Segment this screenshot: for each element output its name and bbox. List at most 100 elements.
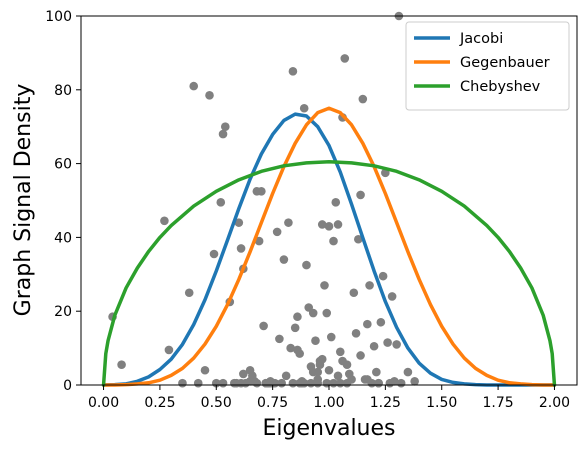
scatter-point bbox=[340, 54, 350, 63]
scatter-point bbox=[369, 341, 379, 351]
x-tick-label: 2.00 bbox=[539, 395, 570, 411]
x-axis-title: Eigenvalues bbox=[262, 416, 395, 441]
x-tick-label: 1.50 bbox=[426, 395, 457, 411]
scatter-point bbox=[164, 345, 174, 355]
scatter-point bbox=[184, 288, 194, 298]
scatter-point bbox=[326, 332, 336, 342]
scatter-point bbox=[281, 371, 291, 381]
y-axis-title: Graph Signal Density bbox=[11, 84, 36, 317]
y-tick-label: 80 bbox=[54, 83, 72, 99]
scatter-point bbox=[293, 312, 302, 322]
scatter-point bbox=[410, 377, 419, 386]
x-tick-label: 0.50 bbox=[201, 395, 232, 411]
x-axis: 0.00 0.25 0.50 0.75 1.00 1.25 1.50 1.75 2.00 bbox=[88, 385, 570, 411]
scatter-point bbox=[390, 377, 399, 386]
scatter-point bbox=[308, 308, 318, 318]
scatter-point bbox=[272, 227, 282, 237]
x-tick-label: 0.25 bbox=[144, 395, 175, 411]
scatter-point bbox=[286, 343, 295, 353]
scatter-point bbox=[333, 220, 343, 229]
scatter-point bbox=[234, 218, 244, 227]
scatter-point bbox=[288, 67, 298, 76]
scatter-point bbox=[117, 360, 126, 370]
legend-label-jacobi: Jacobi bbox=[459, 31, 503, 47]
series-line-chebyshev bbox=[101, 160, 557, 387]
scatter-point bbox=[205, 91, 214, 100]
y-tick-label: 0 bbox=[63, 378, 72, 394]
scatter-point bbox=[263, 378, 273, 388]
x-tick-label: 1.75 bbox=[483, 395, 514, 411]
scatter-point bbox=[403, 367, 413, 377]
scatter-point bbox=[257, 186, 266, 196]
scatter-point bbox=[317, 220, 327, 229]
y-tick-label: 60 bbox=[54, 157, 72, 173]
scatter-point bbox=[245, 377, 255, 386]
scatter-point bbox=[365, 281, 374, 290]
scatter-point bbox=[324, 222, 334, 231]
scatter-point bbox=[335, 378, 345, 388]
scatter-point bbox=[178, 378, 187, 388]
scatter-point bbox=[220, 122, 230, 131]
scatter-point bbox=[396, 378, 406, 388]
scatter-point bbox=[299, 103, 309, 113]
scatter-point bbox=[259, 321, 268, 331]
scatter-point bbox=[356, 351, 365, 360]
scatter-point bbox=[275, 334, 284, 344]
scatter-point bbox=[335, 347, 345, 357]
scatter-point bbox=[317, 354, 327, 364]
scatter-point bbox=[372, 367, 381, 377]
scatter-point bbox=[236, 244, 246, 253]
y-axis: 0 20 40 60 80 100 bbox=[45, 9, 81, 394]
scatter-point bbox=[338, 356, 347, 366]
scatter-point bbox=[329, 236, 338, 246]
x-tick-label: 0.00 bbox=[88, 395, 119, 411]
y-tick-label: 20 bbox=[54, 304, 72, 320]
scatter-point bbox=[308, 367, 318, 377]
scatter-point bbox=[354, 234, 363, 244]
x-tick-label: 1.25 bbox=[370, 395, 401, 411]
scatter-point bbox=[254, 236, 264, 246]
legend-label-gegenbauer: Gegenbauer bbox=[460, 55, 550, 71]
scatter-point bbox=[358, 94, 368, 104]
scatter-point bbox=[392, 340, 401, 349]
scatter-point bbox=[311, 336, 320, 346]
scatter-point bbox=[349, 288, 359, 298]
scatter-point bbox=[236, 378, 246, 388]
scatter-point bbox=[290, 323, 300, 333]
series-line-gegenbauer bbox=[101, 106, 557, 387]
legend-label-chebyshev: Chebyshev bbox=[460, 79, 541, 95]
scatter-point bbox=[351, 329, 361, 338]
scatter-point bbox=[331, 198, 341, 207]
scatter-point bbox=[193, 378, 203, 388]
scatter-point bbox=[376, 317, 386, 327]
scatter-point bbox=[218, 129, 228, 139]
scatter-point bbox=[216, 198, 226, 207]
scatter-point bbox=[200, 365, 210, 375]
scatter-point bbox=[333, 371, 343, 381]
scatter-point bbox=[160, 216, 169, 226]
scatter-point bbox=[189, 81, 199, 91]
scatter-point bbox=[356, 190, 365, 200]
scatter-point bbox=[387, 292, 397, 301]
scatter-point bbox=[302, 260, 311, 270]
legend-box bbox=[405, 21, 570, 111]
scatter-point bbox=[320, 281, 329, 290]
scatter-point bbox=[363, 375, 372, 384]
scatter-point bbox=[218, 378, 228, 388]
scatter-point bbox=[374, 378, 383, 388]
scatter-point bbox=[313, 378, 323, 388]
scatter-point bbox=[279, 255, 289, 264]
scatter-point bbox=[284, 218, 293, 227]
x-tick-label: 0.75 bbox=[257, 395, 288, 411]
scatter-point bbox=[363, 319, 372, 329]
scatter-point bbox=[277, 378, 286, 388]
y-tick-label: 40 bbox=[54, 230, 72, 246]
x-tick-label: 1.00 bbox=[313, 395, 344, 411]
scatter-point bbox=[378, 271, 388, 281]
scatter-point bbox=[383, 338, 392, 347]
scatter-point bbox=[322, 308, 332, 318]
scatter-point bbox=[293, 345, 302, 355]
scatter-point bbox=[239, 369, 248, 379]
scatter-point bbox=[324, 365, 334, 375]
